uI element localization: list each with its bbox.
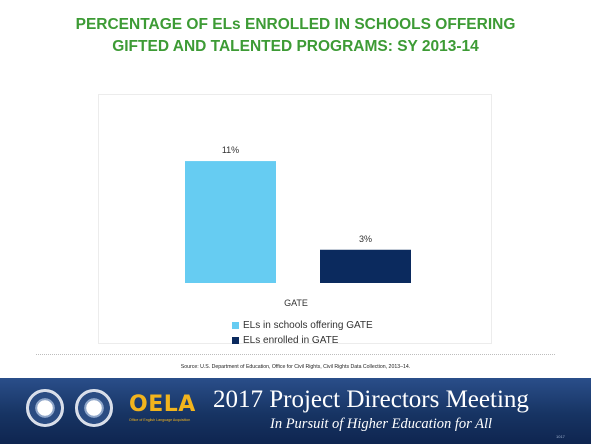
x-tick-label: GATE bbox=[284, 298, 308, 308]
oela-seal-icon bbox=[75, 389, 113, 427]
chart-legend: ELs in schools offering GATE ELs enrolle… bbox=[232, 318, 373, 348]
oela-wordmark: OELA bbox=[129, 392, 196, 417]
legend-item-gate-offering: ELs in schools offering GATE bbox=[232, 318, 373, 333]
meeting-title: 2017 Project Directors Meeting bbox=[213, 386, 529, 413]
bar-gate-enrolled bbox=[320, 249, 411, 283]
data-label: 3% bbox=[359, 234, 372, 244]
source-note: Source: U.S. Department of Education, Of… bbox=[180, 364, 411, 370]
divider bbox=[36, 354, 555, 355]
oela-subtitle: Office of English Language Acquisition bbox=[129, 418, 191, 422]
data-label: 11% bbox=[222, 145, 239, 155]
bar-chart: 11% 3% GATE bbox=[185, 145, 411, 308]
oela-logo: OELA Office of English Language Acquisit… bbox=[129, 392, 196, 422]
legend-swatch-light bbox=[232, 322, 239, 329]
slide-title: PERCENTAGE OF ELs ENROLLED IN SCHOOLS OF… bbox=[75, 16, 516, 55]
bar-gate-offering bbox=[185, 161, 276, 283]
page-number: 1017 bbox=[556, 434, 565, 439]
footer-banner: OELA Office of English Language Acquisit… bbox=[0, 378, 591, 444]
meeting-tagline: In Pursuit of Higher Education for All bbox=[270, 416, 493, 432]
legend-swatch-dark bbox=[232, 337, 239, 344]
legend-item-gate-enrolled: ELs enrolled in GATE bbox=[232, 333, 373, 348]
chart-area: 11% 3% GATE bbox=[98, 94, 492, 344]
legend-label: ELs enrolled in GATE bbox=[243, 335, 339, 346]
legend-label: ELs in schools offering GATE bbox=[243, 320, 373, 331]
department-seal-icon bbox=[26, 389, 64, 427]
